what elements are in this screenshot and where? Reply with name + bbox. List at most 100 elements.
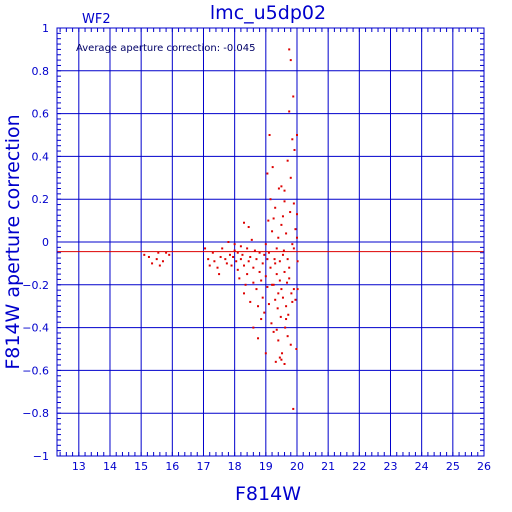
data-point <box>161 260 164 263</box>
x-tick-label: 17 <box>196 460 210 473</box>
data-point <box>280 185 283 188</box>
data-point <box>266 258 269 261</box>
data-point <box>243 264 246 267</box>
data-point <box>285 232 288 235</box>
data-point <box>211 251 214 254</box>
x-tick-label: 18 <box>228 460 242 473</box>
data-point <box>272 217 275 220</box>
x-tick-labels: 13 14 15 16 17 18 19 20 21 22 23 24 25 26 <box>72 460 491 473</box>
data-point <box>289 59 292 62</box>
data-point <box>264 352 267 355</box>
data-point <box>276 307 279 310</box>
data-point <box>216 266 219 269</box>
data-point <box>260 318 263 321</box>
data-point <box>243 292 246 295</box>
data-point <box>269 266 272 269</box>
y-tick-label: −0.2 <box>22 279 49 292</box>
x-tick-label: 20 <box>290 460 304 473</box>
y-tick-label: −0.8 <box>22 407 49 420</box>
data-point <box>280 223 283 226</box>
data-point <box>280 288 283 291</box>
data-point <box>228 253 231 256</box>
data-point <box>155 258 158 261</box>
x-tick-label: 24 <box>415 460 429 473</box>
chart-title: lmc_u5dp02 <box>210 2 326 24</box>
data-point <box>289 343 292 346</box>
data-point <box>247 226 250 229</box>
data-point <box>263 311 266 314</box>
data-point <box>277 187 280 190</box>
data-point <box>243 221 246 224</box>
x-tick-label: 13 <box>72 460 86 473</box>
data-point <box>270 322 273 325</box>
data-point <box>279 315 282 318</box>
data-point <box>296 288 299 291</box>
data-point <box>260 279 263 282</box>
data-point <box>255 258 258 261</box>
data-point <box>295 134 298 136</box>
data-point <box>143 253 146 256</box>
data-point <box>278 279 281 282</box>
average-correction-note: Average aperture correction: -0.045 <box>76 43 256 54</box>
data-point <box>224 258 227 261</box>
x-tick-label: 26 <box>477 460 491 473</box>
data-point <box>271 230 274 233</box>
data-point <box>241 253 244 256</box>
x-tick-label: 19 <box>259 460 273 473</box>
y-tick-label: 0.6 <box>32 108 50 121</box>
y-tick-label: 0.2 <box>32 193 50 206</box>
data-point <box>267 303 270 306</box>
data-point <box>244 283 247 286</box>
data-point <box>249 300 252 303</box>
data-point <box>252 266 255 269</box>
data-point <box>147 255 150 258</box>
data-point <box>290 292 293 295</box>
data-point <box>292 202 295 205</box>
data-point <box>283 270 286 273</box>
data-point <box>232 255 235 258</box>
data-point <box>263 253 266 256</box>
x-tick-label: 25 <box>446 460 460 473</box>
data-point <box>246 247 249 250</box>
data-point <box>287 313 290 316</box>
data-point <box>267 251 270 254</box>
data-point <box>204 247 207 250</box>
x-axis-label: F814W <box>235 483 301 505</box>
data-point <box>283 362 286 365</box>
data-point <box>281 253 284 256</box>
data-point <box>272 330 275 333</box>
data-point <box>275 247 278 250</box>
data-point <box>286 159 289 162</box>
data-point <box>281 352 284 355</box>
y-tick-label: −1 <box>33 450 49 463</box>
data-point <box>277 236 280 239</box>
data-point <box>208 264 211 267</box>
data-point <box>219 255 222 258</box>
data-point <box>264 275 267 278</box>
data-point <box>292 95 295 98</box>
data-point <box>285 318 288 321</box>
data-point <box>280 358 283 361</box>
y-tick-label: 1 <box>42 22 49 35</box>
data-point <box>274 262 277 265</box>
data-point <box>268 134 271 136</box>
data-point <box>151 262 154 265</box>
data-point <box>286 258 289 261</box>
data-point <box>266 172 269 175</box>
data-point <box>168 253 171 256</box>
y-tick-label: 0.8 <box>32 65 50 78</box>
data-point <box>249 255 252 258</box>
data-point <box>281 215 284 218</box>
data-point <box>275 328 278 331</box>
y-tick-labels: −1 −0.8 −0.6 −0.4 −0.2 0 0.2 0.4 0.6 0.8 1 <box>22 22 49 463</box>
data-point <box>278 356 281 359</box>
data-point <box>277 292 280 295</box>
data-point <box>277 339 280 342</box>
data-point <box>235 260 238 263</box>
data-point <box>293 148 296 151</box>
data-point <box>283 189 286 192</box>
data-point <box>257 337 260 340</box>
data-point <box>218 273 221 276</box>
data-point <box>236 251 239 254</box>
